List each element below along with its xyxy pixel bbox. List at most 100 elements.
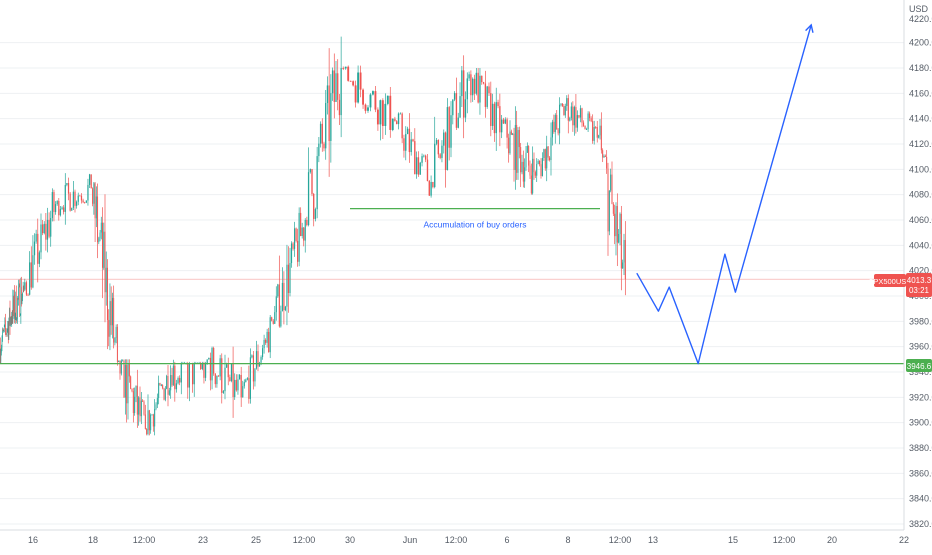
candle-body xyxy=(45,224,46,240)
currency-label: USD xyxy=(909,4,929,14)
candle-body xyxy=(232,364,233,397)
candle-body xyxy=(556,115,557,129)
candle-body xyxy=(113,298,114,343)
candle-body xyxy=(145,415,146,429)
candle-body xyxy=(173,366,174,386)
candle-body xyxy=(131,389,132,391)
candle-body xyxy=(95,183,96,218)
candle-body xyxy=(306,220,307,225)
candle-body xyxy=(430,182,431,196)
candle-body xyxy=(548,146,549,157)
candle-body xyxy=(449,107,450,148)
candle-body xyxy=(86,200,87,202)
candle-body xyxy=(194,363,195,384)
candle-body xyxy=(436,140,437,144)
candle-body xyxy=(157,398,158,405)
candle-body xyxy=(93,183,94,203)
candle-body xyxy=(216,376,217,384)
candle-body xyxy=(487,86,488,106)
candle-body xyxy=(325,103,326,148)
candle-body xyxy=(207,359,208,363)
candle-body xyxy=(458,118,459,128)
candle-body xyxy=(403,138,404,150)
candle-body xyxy=(571,106,572,117)
candle-body xyxy=(121,361,122,374)
candle-body xyxy=(29,262,30,294)
candle-body xyxy=(595,127,596,128)
support-badge-value: 3946.6 xyxy=(907,362,932,371)
candle-body xyxy=(277,284,278,296)
candle-body xyxy=(414,141,415,174)
candle-body xyxy=(382,100,384,126)
candle-body xyxy=(459,96,460,117)
candle-body xyxy=(244,382,245,386)
candle-body xyxy=(154,409,155,427)
x-tick-label: Jun xyxy=(403,535,418,545)
candle-body xyxy=(432,182,433,187)
candle-body xyxy=(427,160,428,181)
candle-body xyxy=(79,196,80,197)
candle-body xyxy=(133,391,134,413)
candle-body xyxy=(134,397,135,413)
candle-body xyxy=(286,265,287,307)
candle-body xyxy=(429,181,430,196)
candle-body xyxy=(248,378,249,399)
candle-body xyxy=(242,386,243,397)
candle-body xyxy=(97,197,98,243)
candle-body xyxy=(496,102,497,133)
y-tick-label: 4180.0 xyxy=(909,63,932,73)
candle-body xyxy=(135,386,136,397)
candle-body xyxy=(170,375,171,390)
candle-body xyxy=(106,268,107,292)
candle-body xyxy=(499,106,500,132)
candle-body xyxy=(472,79,473,95)
candle-body xyxy=(597,127,598,138)
candle-body xyxy=(294,228,295,249)
y-top-tick-label: 4220.0 xyxy=(909,14,932,24)
candle-body xyxy=(601,126,602,151)
candle-body xyxy=(300,213,301,236)
candle-body xyxy=(525,153,526,168)
candle-body xyxy=(465,99,466,117)
candle-body xyxy=(27,295,28,296)
candle-body xyxy=(523,162,524,182)
candle-body xyxy=(283,283,284,310)
candle-body xyxy=(360,73,362,90)
candle-body xyxy=(171,375,172,385)
candle-body xyxy=(55,204,56,212)
candle-body xyxy=(441,146,442,158)
candle-body xyxy=(52,192,53,218)
candle-body xyxy=(57,201,58,204)
candle-body xyxy=(254,369,255,382)
candle-body xyxy=(167,376,168,395)
candle-body xyxy=(220,358,221,376)
candle-body xyxy=(289,263,290,293)
candle-body xyxy=(61,207,62,209)
candle-body xyxy=(322,124,323,144)
x-tick-label: 12:00 xyxy=(133,535,156,545)
candle-body xyxy=(125,365,126,397)
candle-body xyxy=(68,183,69,194)
candle-body xyxy=(461,70,462,96)
candle-body xyxy=(452,100,453,116)
candle-body xyxy=(515,125,516,170)
x-tick-label: 16 xyxy=(28,535,38,545)
candle-body xyxy=(379,100,381,124)
candle-body xyxy=(280,311,281,326)
candle-body xyxy=(533,159,534,172)
candle-body xyxy=(296,228,297,241)
candle-body xyxy=(228,364,229,377)
candle-body xyxy=(116,327,117,338)
candle-body xyxy=(150,415,151,430)
x-tick-label: 12:00 xyxy=(609,535,632,545)
candle-body xyxy=(102,223,103,268)
candle-body xyxy=(100,233,101,239)
candle-body xyxy=(394,119,395,122)
y-tick-label: 3960.0 xyxy=(909,342,932,352)
candle-body xyxy=(81,196,82,201)
candle-body xyxy=(311,169,312,194)
candle-body xyxy=(42,224,43,233)
candle-body xyxy=(37,234,38,264)
